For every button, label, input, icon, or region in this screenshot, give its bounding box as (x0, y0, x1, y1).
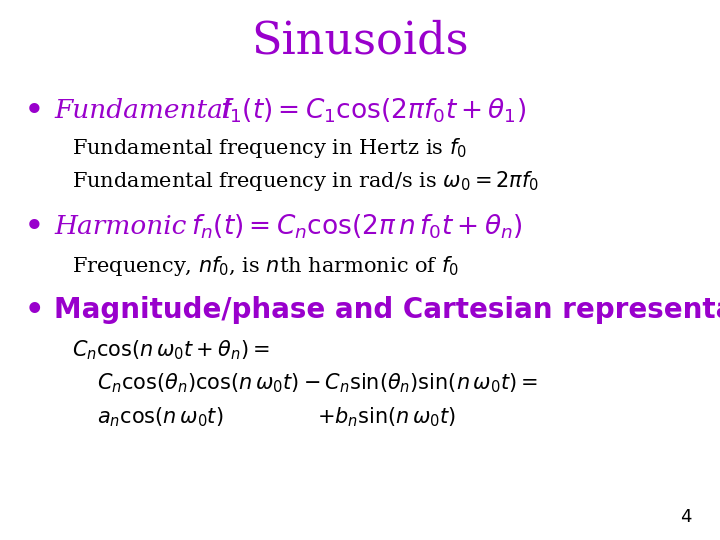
Text: •: • (25, 97, 44, 125)
Text: $a_n \cos(n\, \omega_0 t)$: $a_n \cos(n\, \omega_0 t)$ (97, 405, 224, 429)
Text: $f_1(t) = C_1 \cos(2 \pi f_0 t + \theta_1)$: $f_1(t) = C_1 \cos(2 \pi f_0 t + \theta_… (220, 97, 526, 125)
Text: Harmonic: Harmonic (54, 214, 186, 239)
Text: $+ b_n \sin(n\, \omega_0 t)$: $+ b_n \sin(n\, \omega_0 t)$ (317, 405, 456, 429)
Text: $C_n \cos(\theta_n) \cos(n\, \omega_0 t) - C_n \sin(\theta_n) \sin(n\, \omega_0 : $C_n \cos(\theta_n) \cos(n\, \omega_0 t)… (97, 372, 538, 395)
Text: •: • (24, 296, 45, 325)
Text: •: • (25, 213, 44, 241)
Text: $f_n(t) = C_n \cos(2 \pi\, n\, f_0 t + \theta_n)$: $f_n(t) = C_n \cos(2 \pi\, n\, f_0 t + \… (191, 213, 523, 241)
Text: Frequency, $nf_0$, is $n$th harmonic of $f_0$: Frequency, $nf_0$, is $n$th harmonic of … (72, 254, 459, 278)
Text: 4: 4 (680, 509, 691, 526)
Text: $C_n \cos(n\, \omega_0 t + \theta_n) =$: $C_n \cos(n\, \omega_0 t + \theta_n) =$ (72, 338, 270, 362)
Text: Fundamental frequency in rad/s is $\omega_0 = 2 \pi f_0$: Fundamental frequency in rad/s is $\omeg… (72, 169, 539, 193)
Text: Sinusoids: Sinusoids (251, 19, 469, 62)
Text: Fundamental frequency in Hertz is $f_0$: Fundamental frequency in Hertz is $f_0$ (72, 137, 467, 160)
Text: Fundamental: Fundamental (54, 98, 231, 123)
Text: Magnitude/phase and Cartesian representations: Magnitude/phase and Cartesian representa… (54, 296, 720, 325)
